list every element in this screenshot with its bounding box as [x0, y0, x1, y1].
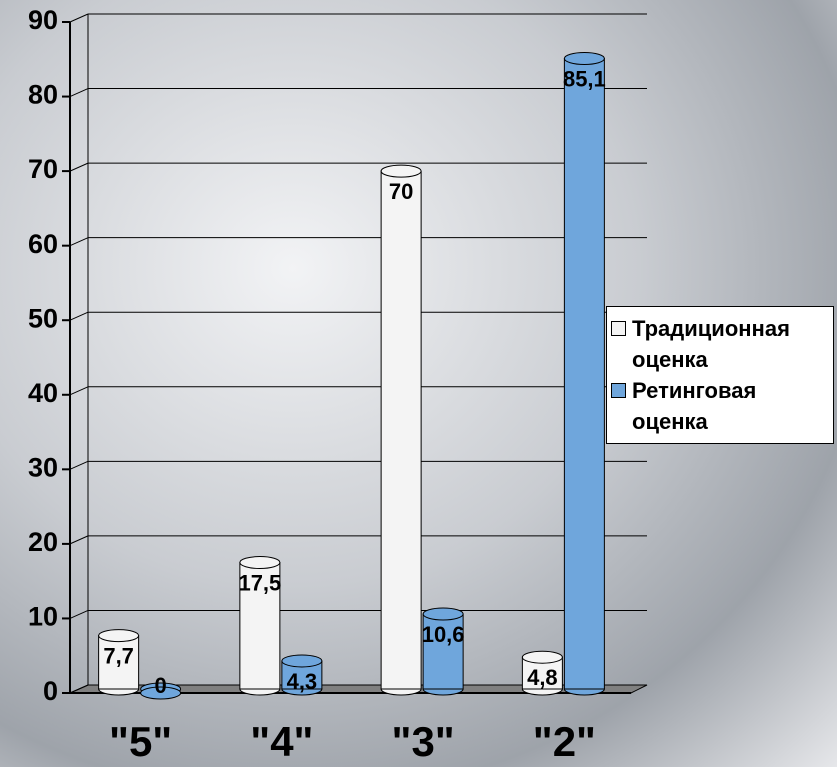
bar-top	[281, 654, 323, 668]
x-tick-label: "4"	[250, 718, 313, 765]
grid-line	[69, 460, 89, 470]
value-label: 70	[389, 179, 413, 204]
bar-top	[521, 650, 563, 664]
legend-swatch	[611, 383, 626, 398]
x-tick-label: "2"	[533, 718, 596, 765]
grid-line	[69, 609, 89, 619]
y-tick-label: 80	[28, 80, 58, 110]
grid-line	[69, 162, 89, 172]
grid-line	[69, 684, 89, 694]
y-tick-label: 60	[28, 229, 58, 259]
bar	[239, 562, 281, 690]
grid-line	[69, 237, 89, 247]
grid-line	[69, 88, 89, 98]
legend-item: Традиционная оценка	[611, 313, 829, 375]
y-tick-label: 30	[28, 452, 58, 482]
y-tick-label: 70	[28, 154, 58, 184]
bar-top	[380, 164, 422, 178]
bar	[563, 58, 605, 690]
value-label: 0	[155, 673, 167, 698]
grid-line	[69, 311, 89, 321]
y-tick-label: 20	[28, 527, 58, 557]
y-tick-label: 50	[28, 303, 58, 333]
grid-line	[69, 13, 89, 23]
legend-swatch	[611, 321, 626, 336]
bar-top	[422, 607, 464, 621]
y-tick-label: 10	[28, 602, 58, 632]
y-tick-label: 90	[28, 5, 58, 35]
value-label: 10,6	[422, 622, 465, 647]
y-tick-label: 0	[43, 676, 58, 706]
value-label: 4,8	[527, 665, 558, 690]
bar-top	[98, 629, 140, 643]
grid-line	[69, 535, 89, 545]
bar-top	[563, 52, 605, 66]
value-label: 7,7	[103, 643, 134, 668]
value-label: 17,5	[238, 570, 281, 595]
bar	[422, 613, 464, 690]
y-tick-label: 40	[28, 378, 58, 408]
bar-top	[239, 556, 281, 570]
grid-line	[69, 386, 89, 396]
bar	[98, 635, 140, 690]
legend-label: Традиционная оценка	[632, 316, 790, 372]
legend-label: Ретинговая оценка	[632, 378, 757, 434]
value-label: 85,1	[563, 66, 606, 91]
x-tick-label: "5"	[109, 718, 172, 765]
value-label: 4,3	[287, 669, 318, 694]
legend: Традиционная оценка Ретинговая оценка	[606, 306, 834, 444]
bar	[380, 170, 422, 690]
x-tick-label: "3"	[392, 718, 455, 765]
legend-item: Ретинговая оценка	[611, 375, 829, 437]
bar-top	[140, 686, 182, 700]
